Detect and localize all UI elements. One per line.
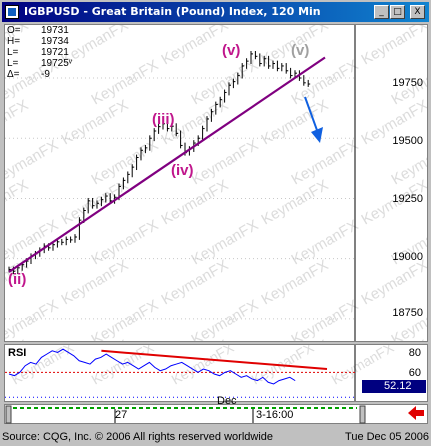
source-text: Source: CQG, Inc. © 2006 All rights rese… <box>2 431 273 443</box>
scrollbar-left-handle <box>5 405 12 424</box>
projection-arrow <box>304 96 323 143</box>
quote-label: L= <box>7 47 19 58</box>
quote-row-low: L= 19721 <box>5 47 97 58</box>
price-tick-label: 18750 <box>392 307 423 319</box>
date-label: 3-16:00 <box>256 409 294 421</box>
scrollbar-right-handle <box>359 405 366 424</box>
quote-label: O= <box>7 25 21 36</box>
price-tick-label: 19500 <box>392 135 423 147</box>
rsi-divergence-line <box>101 349 328 371</box>
quote-label: Δ= <box>7 69 20 80</box>
watermark-text: KeymanFX <box>189 297 262 342</box>
price-tick-label: 19250 <box>392 193 423 205</box>
watermark-text: KeymanFX <box>89 297 162 342</box>
rsi-panel[interactable]: KeymanFXKeymanFXKeymanFXKeymanFXKeymanFX… <box>4 344 428 402</box>
scrollbar[interactable] <box>5 405 429 425</box>
quote-value: 19725ᵛ <box>41 58 73 69</box>
price-tick-label: 19750 <box>392 77 423 89</box>
quote-box: O= 19731 H= 19734 L= 19721 L= 19725ᵛ Δ= … <box>5 25 97 80</box>
date-label: 27 <box>115 409 128 421</box>
rsi-current-value: 52.12 <box>362 380 426 393</box>
minimize-button[interactable]: _ <box>374 5 389 19</box>
watermark-text: KeymanFX <box>89 345 158 388</box>
price-chart-panel[interactable]: KeymanFX KeymanFX KeymanFX KeymanFX KeymanFX… <box>4 24 428 342</box>
close-button[interactable]: X <box>410 5 425 19</box>
quote-row-change: Δ= -9 <box>5 69 97 80</box>
watermark-text: KeymanFX <box>159 25 232 68</box>
trendline <box>8 56 326 273</box>
scroll-right-arrow-icon[interactable] <box>405 402 427 424</box>
wave-label-iii: (iii) <box>152 111 175 128</box>
wave-label-ii: (ii) <box>8 271 27 288</box>
watermark-text: KeymanFX <box>359 257 429 309</box>
quote-row-last: L= 19725ᵛ <box>5 58 97 69</box>
wave-label-iv: (iv) <box>171 162 194 179</box>
quote-label: L= <box>7 58 19 69</box>
quote-value: -9 <box>41 69 50 80</box>
window-title: IGBPUSD - Great Britain (Pound) Index, 1… <box>24 5 321 18</box>
wave-label-v-projected: (v) <box>291 42 310 59</box>
date-axis[interactable]: 27 Dec 3-16:00 <box>4 395 429 425</box>
price-chart[interactable]: KeymanFX KeymanFX KeymanFX KeymanFX KeymanFX… <box>5 25 428 342</box>
rsi-tick-label: 80 <box>408 347 421 359</box>
watermark-text: KeymanFX <box>5 337 31 342</box>
maximize-button[interactable]: □ <box>390 5 405 19</box>
price-tick-label: 19000 <box>392 251 423 263</box>
watermark-text: KeymanFX <box>289 297 362 342</box>
watermark-text: KeymanFX <box>169 345 238 388</box>
watermark-text: KeymanFX <box>5 177 31 229</box>
quote-row-high: H= 19734 <box>5 36 97 47</box>
date-label: Dec <box>217 395 237 407</box>
quote-value: 19734 <box>41 36 69 47</box>
date-text: Tue Dec 05 2006 <box>345 431 429 443</box>
wave-label-v: (v) <box>222 42 241 59</box>
rsi-line <box>8 348 296 385</box>
quote-value: 19731 <box>41 25 69 36</box>
rsi-title: RSI <box>8 347 27 359</box>
quote-value: 19721 <box>41 47 69 58</box>
rsi-tick-label: 60 <box>408 367 421 379</box>
quote-row-open: O= 19731 <box>5 25 97 36</box>
watermark-text: KeymanFX <box>359 25 429 68</box>
watermark-text: KeymanFX <box>5 137 61 189</box>
title-bar[interactable]: IGBPUSD - Great Britain (Pound) Index, 1… <box>2 2 429 22</box>
watermark-text: KeymanFX <box>5 97 31 149</box>
status-bar: Source: CQG, Inc. © 2006 All rights rese… <box>0 429 431 446</box>
quote-label: H= <box>7 36 21 47</box>
watermark-text: KeymanFX <box>389 297 429 342</box>
app-icon <box>5 5 19 19</box>
